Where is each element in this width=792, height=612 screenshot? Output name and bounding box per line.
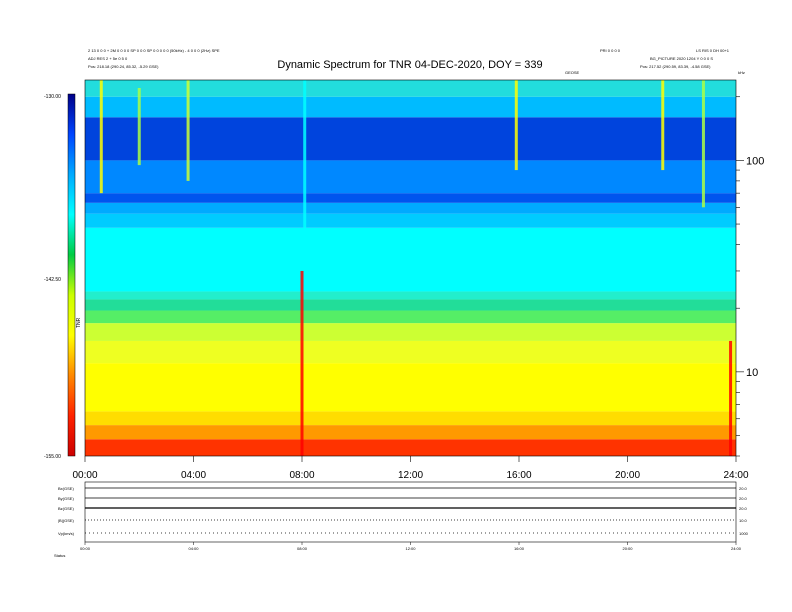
line-plot-right-tick-0: 20.0 <box>739 486 748 491</box>
line-plot-label-3: |B|(GSE) <box>58 518 75 523</box>
line-plot-x-label-1: 04:00 <box>188 546 199 551</box>
spectrum-band-12 <box>85 193 736 203</box>
line-plot-label-0: Bx(GSE) <box>58 486 74 491</box>
burst-5 <box>514 80 518 171</box>
x-tick-label-2: 08:00 <box>289 470 314 481</box>
burst-1 <box>137 87 141 166</box>
line-plot-label-4: Vp(km/s) <box>58 531 75 536</box>
spectrum-band-2 <box>85 411 736 426</box>
burst-0 <box>99 80 103 194</box>
header-right-line3: Pos: 217.52 (290.59, 83.39, -4.58 GSE) <box>640 64 711 69</box>
header-left-line1: 2 13 0 0 0 + 2M 0 0 0 0 SP 0 0 0 SP 0 0 … <box>88 48 220 53</box>
y-axis: 10 100 <box>736 96 764 457</box>
spectrum-band-7 <box>85 299 736 311</box>
burst-3 <box>300 270 304 456</box>
burst-7 <box>701 80 705 208</box>
line-plot-x-label-2: 08:00 <box>297 546 308 551</box>
spectrum-band-8 <box>85 291 736 300</box>
spectrum-band-3 <box>85 363 736 412</box>
burst-6 <box>661 80 665 171</box>
spectrum-band-10 <box>85 213 736 228</box>
line-plot-label-2: Bz(GSE) <box>58 506 74 511</box>
x-axis: 00:00 04:00 08:00 12:00 16:00 20:00 24:00 <box>72 456 749 481</box>
header-right-line2: BG_PICTURE 2020 1204 Y 0 0 0 S <box>650 56 713 61</box>
spectrum-band-6 <box>85 310 736 324</box>
header-center-top: PRI 0 0 0 0 <box>600 48 621 53</box>
line-plot-x-label-0: 00:00 <box>80 546 91 551</box>
y-tick-label-0: 10 <box>746 367 758 379</box>
header-right-line1: LS RIS 0 DH 00+1 <box>696 48 730 53</box>
line-plot-right-tick-2: 20.0 <box>739 506 748 511</box>
header-left-line2: ADJ RES 2 + 5e 0 5 0 <box>88 56 128 61</box>
line-plots-frame <box>84 481 737 543</box>
x-tick-label-0: 00:00 <box>72 470 97 481</box>
spectrum-band-0 <box>85 439 736 456</box>
line-plot-x-label-3: 12:00 <box>405 546 416 551</box>
colorbar-label: TNR <box>76 317 82 328</box>
spectrum-band-1 <box>85 425 736 440</box>
chart-title: Dynamic Spectrum for TNR 04-DEC-2020, DO… <box>277 59 542 71</box>
spectrum-band-13 <box>85 160 736 194</box>
spectrum-band-11 <box>85 202 736 214</box>
spectrogram <box>84 79 737 457</box>
line-plot-right-tick-1: 20.0 <box>739 496 748 501</box>
burst-8 <box>729 340 733 456</box>
x-tick-label-6: 24:00 <box>723 470 748 481</box>
x-tick-label-1: 04:00 <box>181 470 206 481</box>
spectrum-band-16 <box>85 80 736 97</box>
x-tick-label-5: 20:00 <box>615 470 640 481</box>
burst-2 <box>186 80 190 181</box>
header-left-line3: Pos: 218.18 (290.24, 85.32, -5.29 GSE) <box>88 64 159 69</box>
footer-status-label: Status <box>54 553 65 558</box>
colorbar-tick-top: -130.00 <box>44 94 61 100</box>
header-right-corner: kHz <box>738 70 745 75</box>
line-plot-right-tick-4: 1000 <box>739 531 749 536</box>
y-tick-label-1: 100 <box>746 155 764 167</box>
line-plot-x-label-6: 24:00 <box>731 546 742 551</box>
spectrum-band-9 <box>85 227 736 292</box>
line-plot-x-label-4: 16:00 <box>514 546 525 551</box>
x-tick-label-3: 12:00 <box>398 470 423 481</box>
colorbar-tick-bottom: -155.00 <box>44 454 61 460</box>
spectrum-band-14 <box>85 117 736 161</box>
burst-4 <box>303 80 307 245</box>
colorbar-scale <box>67 93 76 457</box>
spectrum-band-4 <box>85 340 736 364</box>
spectrum-band-15 <box>85 96 736 118</box>
line-plot-x-label-5: 20:00 <box>622 546 633 551</box>
x-tick-label-4: 16:00 <box>506 470 531 481</box>
colorbar-tick-mid: -142.50 <box>44 277 61 283</box>
colorbar <box>67 93 76 457</box>
line-plot-right-tick-3: 10.0 <box>739 518 748 523</box>
spectrum-band-5 <box>85 323 736 341</box>
line-plots: Bx(GSE) 20.0 By(GSE) 20.0 Bz(GSE) 20.0 |B|(GSE… <box>58 481 749 551</box>
header-center-label: GEOSE <box>565 70 580 75</box>
line-plot-label-1: By(GSE) <box>58 496 74 501</box>
